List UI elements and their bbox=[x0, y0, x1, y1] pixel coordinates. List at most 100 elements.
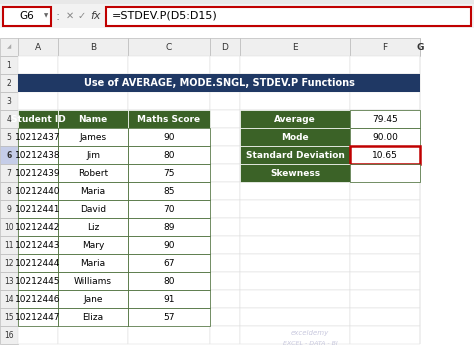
Text: G6: G6 bbox=[19, 11, 35, 21]
Bar bbox=[0, 200, 18, 218]
Bar bbox=[128, 308, 210, 326]
Bar bbox=[210, 200, 240, 218]
Bar bbox=[128, 110, 210, 128]
Bar bbox=[128, 218, 210, 236]
Bar bbox=[350, 272, 420, 290]
Bar bbox=[18, 110, 58, 128]
Text: 1: 1 bbox=[7, 60, 11, 70]
Text: 90: 90 bbox=[163, 241, 175, 249]
Text: Standard Deviation: Standard Deviation bbox=[246, 150, 345, 159]
Text: Eliza: Eliza bbox=[82, 313, 103, 321]
Bar bbox=[58, 326, 128, 344]
Bar bbox=[58, 200, 128, 218]
Bar bbox=[350, 308, 420, 326]
Text: James: James bbox=[80, 132, 107, 142]
Bar bbox=[18, 128, 58, 146]
Bar bbox=[240, 290, 350, 308]
Bar bbox=[18, 128, 58, 146]
Bar bbox=[240, 164, 350, 182]
Bar bbox=[128, 218, 210, 236]
Bar bbox=[18, 200, 58, 218]
Bar bbox=[18, 254, 58, 272]
Bar bbox=[0, 128, 18, 146]
Bar bbox=[0, 290, 18, 308]
Bar bbox=[58, 164, 128, 182]
Bar bbox=[18, 38, 58, 56]
Bar bbox=[58, 164, 128, 182]
Bar bbox=[58, 110, 128, 128]
Bar bbox=[0, 4, 474, 28]
Bar bbox=[128, 128, 210, 146]
Bar bbox=[18, 146, 58, 164]
Text: 2: 2 bbox=[7, 79, 11, 87]
Text: 10212440: 10212440 bbox=[15, 186, 61, 195]
Bar bbox=[128, 146, 210, 164]
Bar bbox=[210, 326, 240, 344]
Bar bbox=[58, 254, 128, 272]
Text: 13: 13 bbox=[4, 277, 14, 285]
Bar bbox=[58, 110, 128, 128]
Bar bbox=[0, 218, 18, 236]
Bar bbox=[128, 182, 210, 200]
Bar bbox=[18, 218, 58, 236]
Bar bbox=[240, 38, 350, 56]
Text: 4: 4 bbox=[7, 115, 11, 123]
Bar bbox=[210, 38, 240, 56]
Text: Maths Score: Maths Score bbox=[137, 115, 201, 123]
Bar bbox=[128, 92, 210, 110]
Bar bbox=[0, 56, 18, 74]
Bar bbox=[0, 236, 18, 254]
Text: 10212442: 10212442 bbox=[15, 222, 61, 232]
Bar bbox=[0, 74, 18, 92]
Bar bbox=[128, 272, 210, 290]
Bar bbox=[18, 236, 58, 254]
Text: 10212444: 10212444 bbox=[15, 258, 61, 268]
Bar bbox=[18, 146, 58, 164]
Bar bbox=[350, 56, 420, 74]
Bar bbox=[128, 290, 210, 308]
Bar bbox=[240, 110, 350, 128]
Bar bbox=[18, 110, 58, 128]
Bar bbox=[240, 146, 350, 164]
Bar bbox=[128, 38, 210, 56]
Text: David: David bbox=[80, 205, 106, 214]
Bar bbox=[128, 164, 210, 182]
Text: Mary: Mary bbox=[82, 241, 104, 249]
Bar bbox=[0, 146, 18, 164]
Text: 85: 85 bbox=[163, 186, 175, 195]
Text: 9: 9 bbox=[7, 205, 11, 214]
Bar bbox=[240, 218, 350, 236]
Bar bbox=[128, 146, 210, 164]
Bar bbox=[18, 182, 58, 200]
Bar bbox=[210, 182, 240, 200]
Bar bbox=[58, 308, 128, 326]
Bar bbox=[350, 128, 420, 146]
Bar bbox=[350, 200, 420, 218]
Bar bbox=[18, 200, 58, 218]
Bar bbox=[18, 74, 420, 92]
Text: Jim: Jim bbox=[86, 150, 100, 159]
Text: 75: 75 bbox=[163, 169, 175, 178]
Bar bbox=[240, 110, 350, 128]
Text: C: C bbox=[166, 43, 172, 51]
Bar bbox=[58, 56, 128, 74]
Text: A: A bbox=[35, 43, 41, 51]
Bar bbox=[210, 110, 240, 128]
Bar bbox=[128, 308, 210, 326]
Bar bbox=[128, 290, 210, 308]
Text: 80: 80 bbox=[163, 277, 175, 285]
Bar bbox=[58, 290, 128, 308]
Bar bbox=[128, 254, 210, 272]
Text: 3: 3 bbox=[7, 96, 11, 106]
Bar bbox=[240, 128, 350, 146]
Bar bbox=[58, 92, 128, 110]
Text: Use of AVERAGE, MODE.SNGL, STDEV.P Functions: Use of AVERAGE, MODE.SNGL, STDEV.P Funct… bbox=[83, 78, 355, 88]
Text: 7: 7 bbox=[7, 169, 11, 178]
Text: D: D bbox=[221, 43, 228, 51]
Bar bbox=[210, 146, 240, 164]
Bar bbox=[210, 290, 240, 308]
Bar bbox=[350, 218, 420, 236]
Bar bbox=[58, 146, 128, 164]
Bar bbox=[240, 146, 350, 164]
Text: 90.00: 90.00 bbox=[372, 132, 398, 142]
